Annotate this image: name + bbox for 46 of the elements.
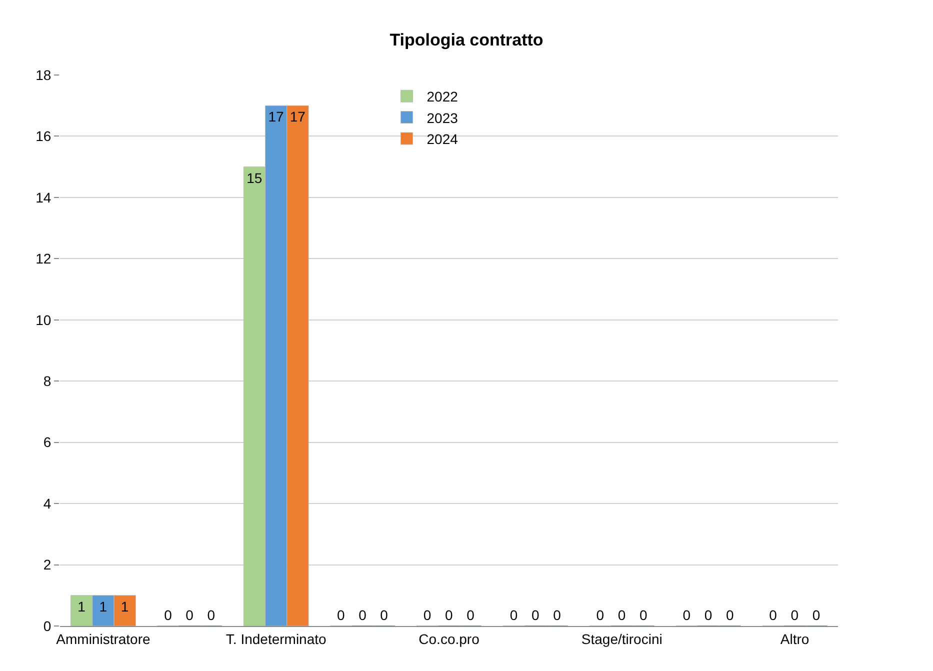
data-label: 0: [596, 607, 604, 623]
y-tick-label: 16: [36, 128, 52, 144]
x-tick-label: T. Indeterminato: [226, 630, 327, 647]
y-tick-label: 10: [36, 312, 52, 328]
data-label: 0: [531, 607, 540, 623]
data-label: 15: [246, 170, 262, 186]
data-label: 0: [380, 607, 388, 623]
data-label: 17: [268, 108, 284, 125]
data-label: 0: [336, 607, 345, 623]
data-label: 0: [358, 607, 367, 623]
x-tick-label: Stage/tirocini: [581, 630, 662, 647]
data-label: 1: [120, 598, 129, 614]
data-label: 0: [790, 607, 799, 623]
data-label: 1: [99, 598, 108, 614]
data-label: 0: [812, 607, 820, 623]
chart-title: Tipologia contratto: [390, 30, 544, 50]
y-tick-label: 0: [43, 618, 52, 634]
legend-label: 2024: [426, 130, 458, 147]
data-label: 0: [726, 607, 734, 623]
data-label: 0: [164, 607, 172, 623]
data-label: 0: [553, 607, 562, 623]
data-label: 0: [466, 607, 475, 623]
x-tick-label: Altro: [780, 630, 810, 647]
data-label: 0: [186, 607, 194, 623]
data-label: 0: [640, 607, 648, 623]
data-label: 0: [704, 607, 712, 623]
data-label: 1: [78, 598, 86, 614]
data-label: 0: [510, 607, 518, 623]
x-tick-label: Co.co.pro: [418, 630, 480, 647]
data-label: 0: [769, 607, 778, 623]
legend-label: 2023: [426, 110, 458, 126]
y-tick-label: 4: [43, 495, 52, 512]
data-label: 0: [618, 607, 626, 623]
y-tick-label: 6: [43, 434, 52, 450]
data-label: 0: [682, 607, 691, 623]
legend-label: 2022: [426, 88, 458, 105]
y-tick-label: 14: [36, 189, 52, 206]
x-tick-label: Amministratore: [56, 630, 150, 647]
data-label: 0: [445, 607, 453, 623]
y-tick-label: 8: [43, 373, 52, 390]
data-label: 0: [207, 607, 216, 623]
data-label: 0: [423, 607, 432, 623]
y-tick-label: 12: [36, 250, 52, 267]
y-tick-label: 2: [43, 556, 52, 573]
data-label: 17: [290, 108, 306, 125]
y-tick-label: 18: [36, 66, 52, 83]
